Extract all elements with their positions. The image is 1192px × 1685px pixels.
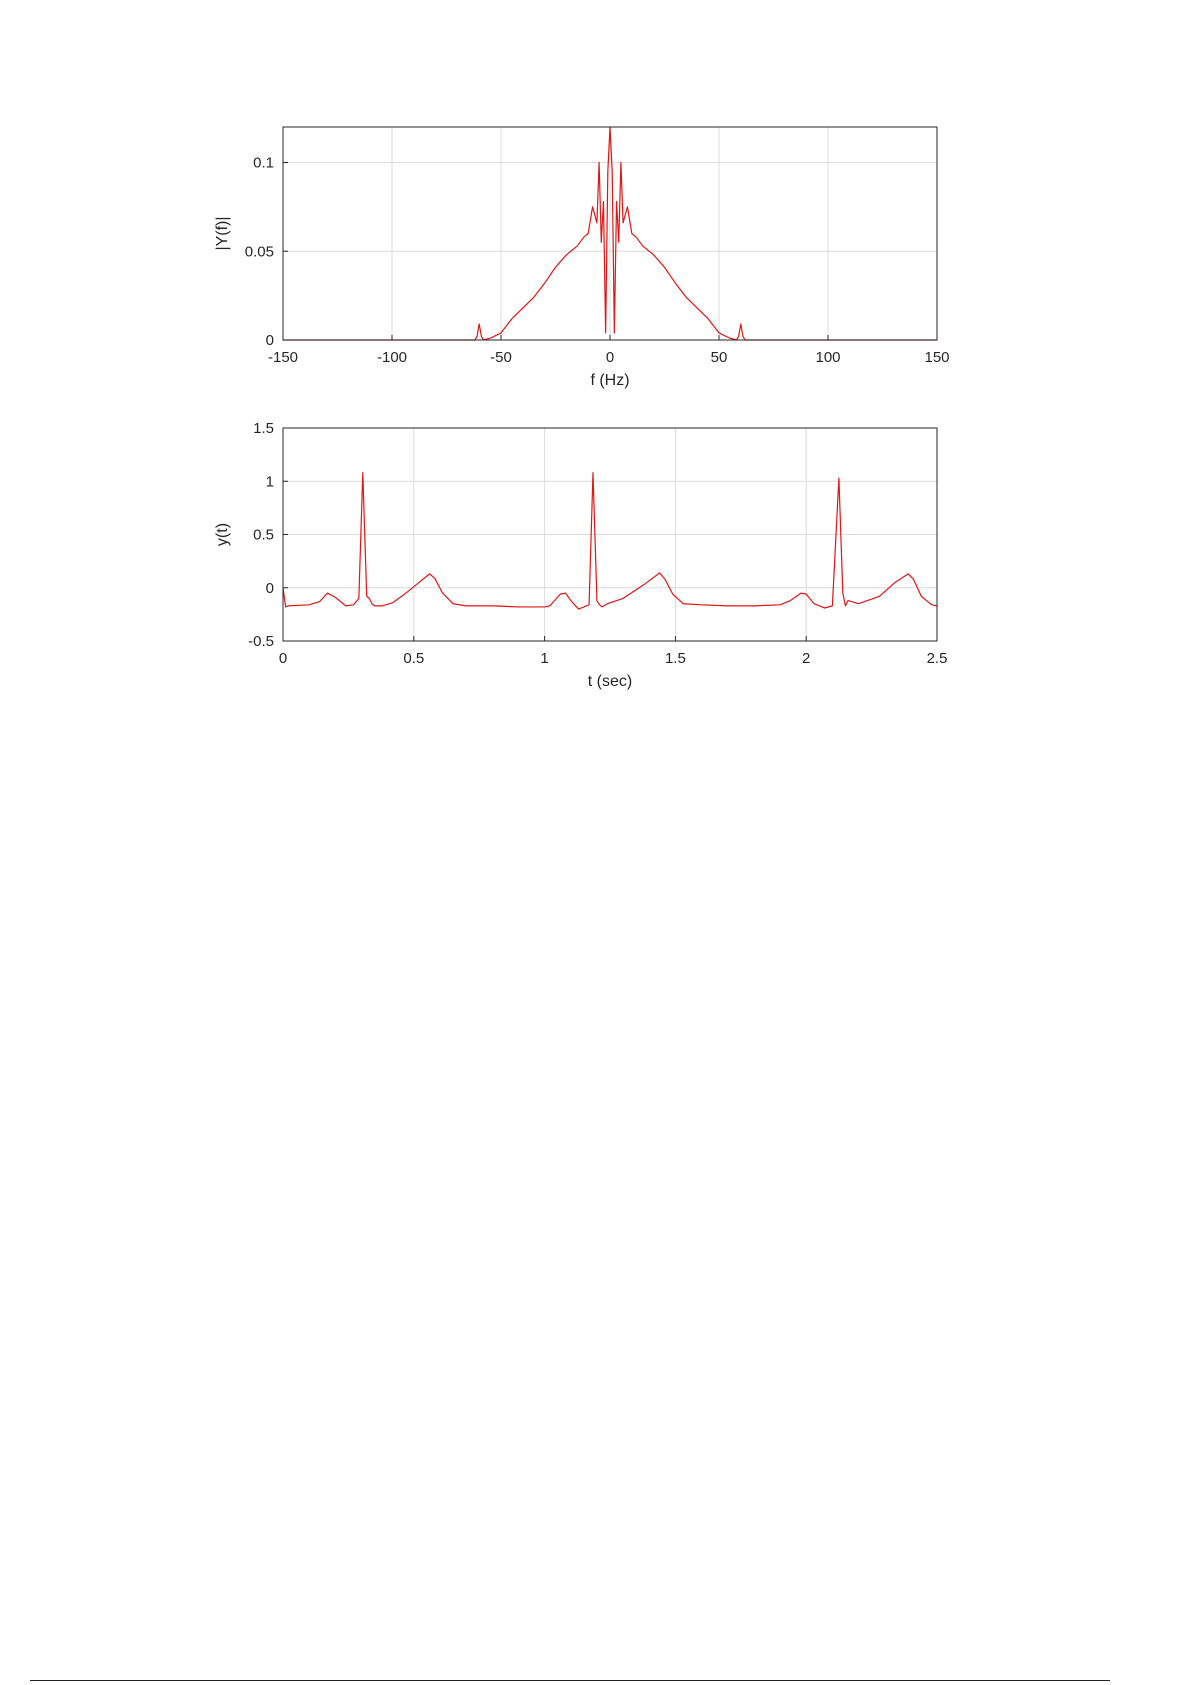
- spectrum-y-tick-label: 0: [266, 332, 274, 349]
- spectrum-y-tick-label: 0.05: [245, 243, 274, 260]
- spectrum-grid: [282, 127, 938, 341]
- time-signal-plot: 0 0.5 1 1.5 2 2.5 -0.5 0 0.5 1 1.5 t (sec) y(t): [214, 420, 947, 690]
- spectrum-x-tick-label: 50: [711, 349, 728, 366]
- time-signal-x-tick-label: 0.5: [403, 650, 424, 667]
- spectrum-plot: -150 -100 -50 0 50 100 150 0 0.05 0.1 f (Hz) |Y(…: [214, 126, 950, 389]
- time-signal-x-axis-label: t (sec): [588, 673, 632, 690]
- spectrum-x-tick-label: 100: [815, 349, 840, 366]
- time-signal-x-ticks: 0 0.5 1 1.5 2 2.5: [279, 636, 948, 667]
- spectrum-y-axis-label: |Y(f)|: [214, 216, 231, 250]
- spectrum-y-tick-label: 0.1: [253, 155, 274, 172]
- spectrum-x-ticks: -150 -100 -50 0 50 100 150: [268, 335, 950, 366]
- spectrum-x-tick-label: -50: [490, 349, 512, 366]
- page-footer-rule: [30, 1680, 1110, 1681]
- time-signal-trace: [282, 472, 938, 610]
- time-signal-y-tick-label: 1: [266, 473, 274, 490]
- spectrum-x-tick-label: 0: [606, 349, 614, 366]
- time-signal-x-tick-label: 0: [279, 650, 287, 667]
- time-signal-y-tick-label: 0: [266, 580, 274, 597]
- spectrum-x-axis-label: f (Hz): [590, 372, 629, 389]
- spectrum-x-tick-label: -100: [377, 349, 407, 366]
- time-signal-y-tick-label: 0.5: [253, 527, 274, 544]
- spectrum-x-tick-label: 150: [924, 349, 949, 366]
- time-signal-x-tick-label: 1.5: [665, 650, 686, 667]
- time-signal-y-tick-label: 1.5: [253, 420, 274, 437]
- time-signal-y-axis-label: y(t): [214, 523, 231, 546]
- time-signal-x-tick-label: 2: [802, 650, 810, 667]
- spectrum-x-tick-label: -150: [268, 349, 298, 366]
- time-signal-x-tick-label: 1: [540, 650, 548, 667]
- time-signal-y-tick-label: -0.5: [248, 633, 274, 650]
- time-signal-y-ticks: -0.5 0 0.5 1 1.5: [248, 420, 288, 650]
- time-signal-grid: [282, 427, 938, 642]
- spectrum-y-ticks: 0 0.05 0.1: [245, 155, 288, 349]
- time-signal-x-tick-label: 2.5: [927, 650, 948, 667]
